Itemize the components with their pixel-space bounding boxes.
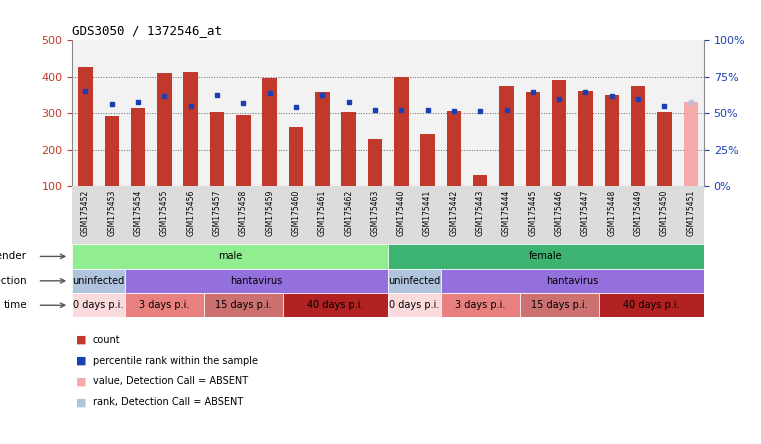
Text: hantavirus: hantavirus [546, 276, 598, 286]
Text: GSM175443: GSM175443 [476, 189, 485, 236]
Text: GSM175455: GSM175455 [160, 189, 169, 236]
Text: 40 days p.i.: 40 days p.i. [307, 300, 364, 310]
Bar [526, 92, 540, 186]
Bar [283, 293, 388, 317]
Bar [631, 86, 645, 186]
Bar [578, 91, 593, 186]
Bar [473, 175, 488, 186]
Bar [78, 67, 93, 186]
Text: 40 days p.i.: 40 days p.i. [623, 300, 680, 310]
Bar [447, 111, 461, 186]
Bar [599, 293, 704, 317]
Text: female: female [529, 251, 563, 262]
Text: rank, Detection Call = ABSENT: rank, Detection Call = ABSENT [93, 397, 243, 407]
Text: GSM175453: GSM175453 [107, 189, 116, 236]
Text: gender: gender [0, 251, 27, 262]
Text: male: male [218, 251, 242, 262]
Bar [288, 127, 303, 186]
Text: 0 days p.i.: 0 days p.i. [73, 300, 124, 310]
Bar [420, 134, 435, 186]
Text: time: time [3, 300, 27, 310]
Text: GSM175461: GSM175461 [318, 189, 326, 236]
Bar [441, 293, 520, 317]
Text: GSM175460: GSM175460 [291, 189, 301, 236]
Bar [125, 269, 388, 293]
Bar [183, 72, 198, 186]
Bar [394, 77, 409, 186]
Text: hantavirus: hantavirus [231, 276, 282, 286]
Bar [236, 115, 250, 186]
Bar [204, 293, 283, 317]
Bar [368, 139, 382, 186]
Bar [441, 269, 704, 293]
Text: GSM175459: GSM175459 [265, 189, 274, 236]
Text: GDS3050 / 1372546_at: GDS3050 / 1372546_at [72, 24, 222, 37]
Text: GSM175445: GSM175445 [528, 189, 537, 236]
Bar [683, 102, 698, 186]
Text: percentile rank within the sample: percentile rank within the sample [93, 356, 258, 365]
Text: GSM175458: GSM175458 [239, 189, 248, 236]
Text: GSM175452: GSM175452 [81, 189, 90, 236]
Text: uninfected: uninfected [72, 276, 125, 286]
Text: GSM175446: GSM175446 [555, 189, 564, 236]
Text: GSM175454: GSM175454 [134, 189, 142, 236]
Text: GSM175448: GSM175448 [607, 189, 616, 236]
Bar [158, 73, 172, 186]
Bar [72, 269, 125, 293]
Bar [499, 87, 514, 186]
Bar [315, 92, 330, 186]
Text: infection: infection [0, 276, 27, 286]
Bar [210, 112, 224, 186]
Bar [131, 108, 145, 186]
Text: 15 days p.i.: 15 days p.i. [215, 300, 272, 310]
Text: GSM175462: GSM175462 [344, 189, 353, 236]
Text: GSM175463: GSM175463 [371, 189, 380, 236]
Text: GSM175442: GSM175442 [450, 189, 458, 236]
Text: GSM175441: GSM175441 [423, 189, 432, 236]
Text: value, Detection Call = ABSENT: value, Detection Call = ABSENT [93, 377, 248, 386]
Text: GSM175451: GSM175451 [686, 189, 696, 236]
Bar [104, 116, 119, 186]
Text: ■: ■ [76, 356, 87, 365]
Bar [388, 293, 441, 317]
Bar [520, 293, 599, 317]
Text: ■: ■ [76, 377, 87, 386]
Bar [125, 293, 204, 317]
Text: GSM175444: GSM175444 [502, 189, 511, 236]
Bar [388, 269, 441, 293]
Text: GSM175449: GSM175449 [634, 189, 642, 236]
Bar [72, 293, 125, 317]
Text: 3 days p.i.: 3 days p.i. [455, 300, 505, 310]
Bar [604, 95, 619, 186]
Bar [658, 112, 672, 186]
Bar [552, 80, 566, 186]
Bar [388, 244, 704, 269]
Bar [342, 112, 356, 186]
Bar [72, 244, 388, 269]
Text: GSM175456: GSM175456 [186, 189, 196, 236]
Bar [263, 79, 277, 186]
Text: 15 days p.i.: 15 days p.i. [531, 300, 587, 310]
Text: GSM175450: GSM175450 [660, 189, 669, 236]
Text: GSM175440: GSM175440 [396, 189, 406, 236]
Text: ■: ■ [76, 397, 87, 407]
Text: ■: ■ [76, 335, 87, 345]
Text: 3 days p.i.: 3 days p.i. [139, 300, 189, 310]
Text: uninfected: uninfected [388, 276, 441, 286]
Text: count: count [93, 335, 120, 345]
Text: GSM175457: GSM175457 [212, 189, 221, 236]
Text: 0 days p.i.: 0 days p.i. [389, 300, 440, 310]
Text: GSM175447: GSM175447 [581, 189, 590, 236]
